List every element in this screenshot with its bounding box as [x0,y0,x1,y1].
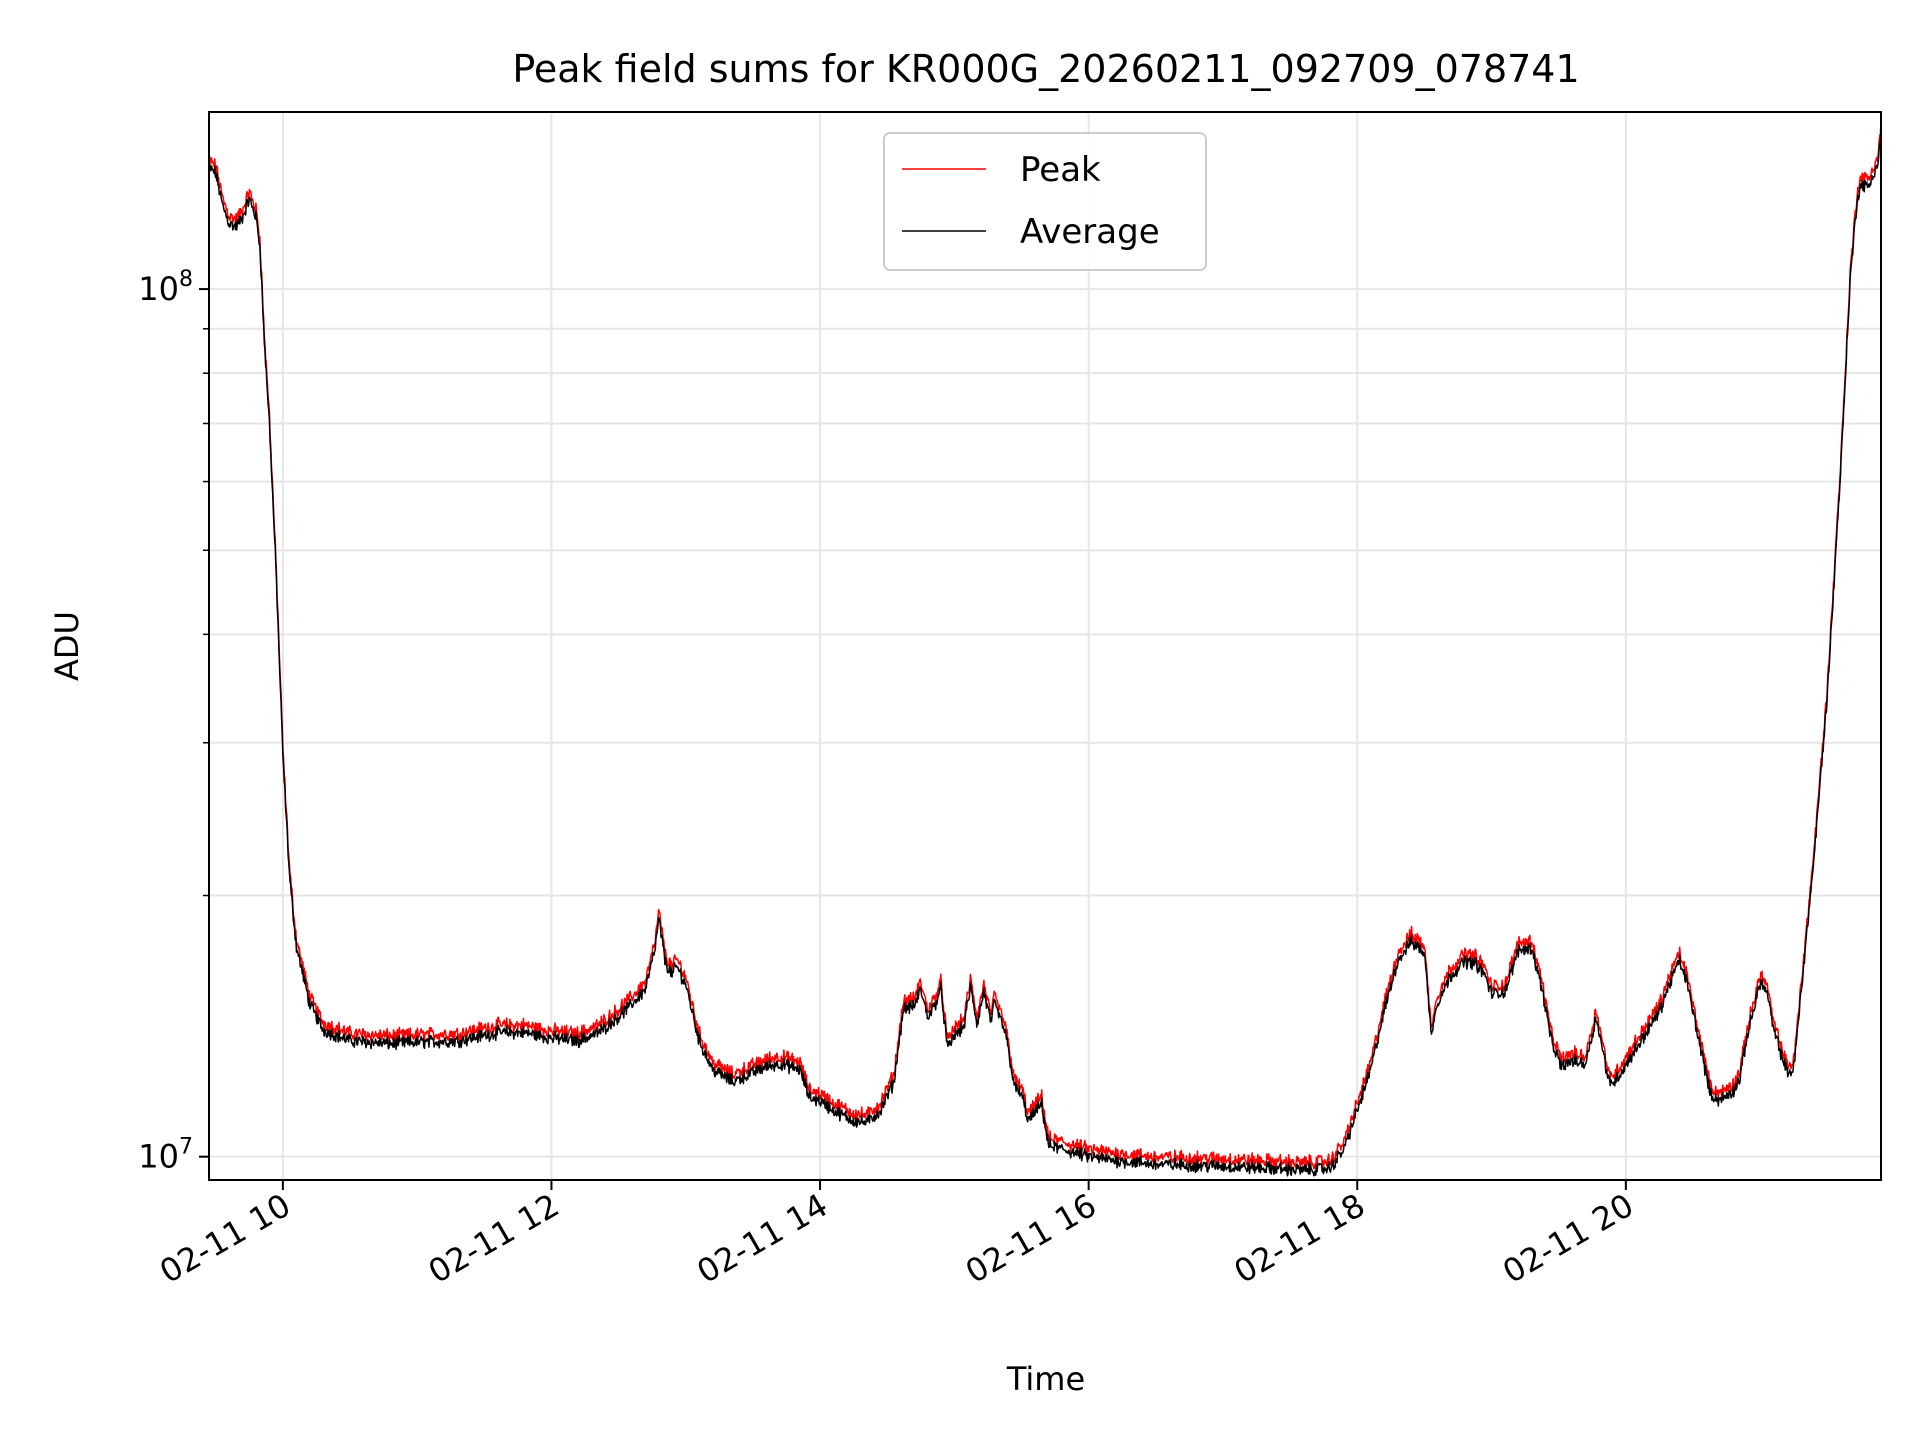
legend-average-label: Average [1020,212,1160,252]
series-line-average [209,129,1881,1177]
series-lines [209,121,1881,1177]
y-tick-label: 107 [138,1135,193,1176]
y-axis-label: ADU [48,611,86,681]
legend: Peak Average [883,132,1207,271]
y-tick-label-exponent: 7 [179,1135,193,1160]
plot-frame [208,111,1882,1181]
y-tick-label: 108 [138,267,193,308]
y-tick-label-exponent: 8 [179,267,193,292]
legend-peak-label: Peak [1020,150,1101,190]
x-axis-label: Time [1006,1360,1085,1398]
y-tick-label-base: 10 [138,270,179,308]
legend-box [883,132,1207,271]
grid [209,112,1881,1180]
chart-title: Peak field sums for KR000G_20260211_0927… [512,47,1579,91]
y-tick-label-base: 10 [138,1138,179,1176]
